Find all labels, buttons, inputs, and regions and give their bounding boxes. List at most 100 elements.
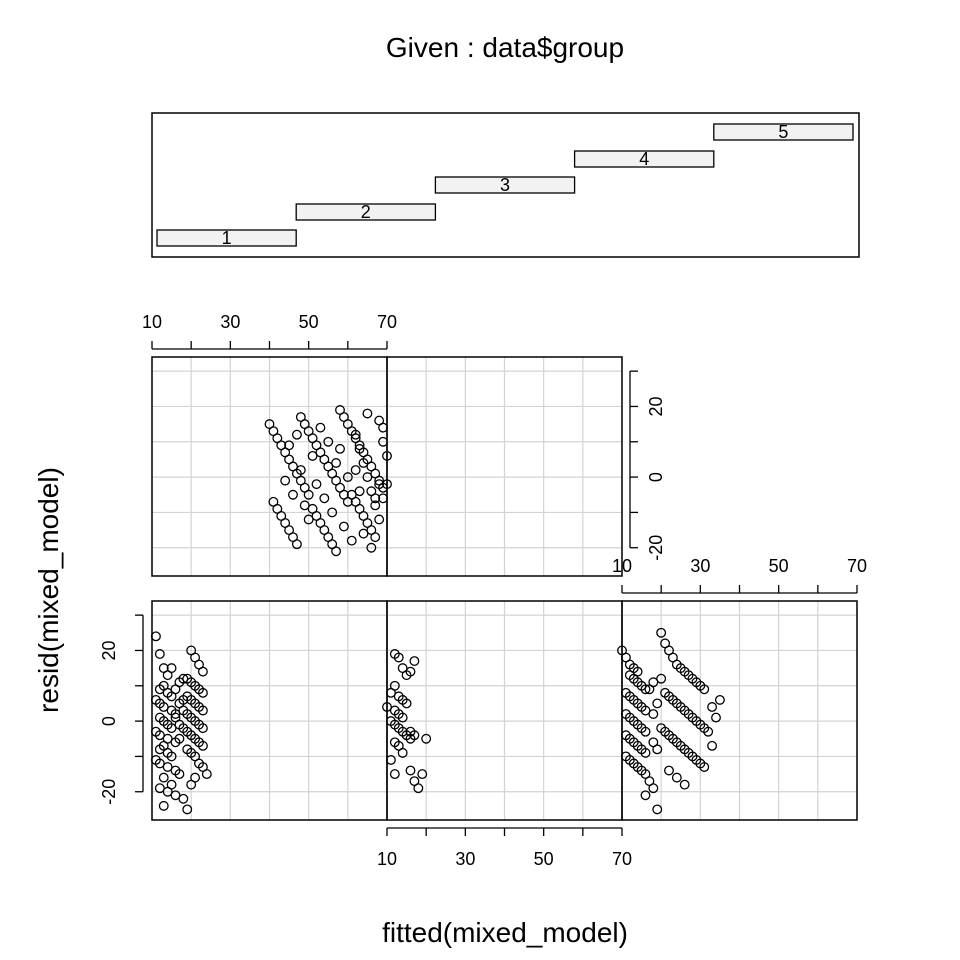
given-bar-3: [434, 176, 576, 194]
data-point: [699, 684, 710, 695]
data-point: [299, 500, 310, 511]
data-point: [362, 472, 373, 483]
data-point: [323, 436, 334, 447]
data-point: [197, 705, 208, 716]
data-point: [370, 493, 381, 504]
data-point: [413, 783, 424, 794]
data-point: [303, 514, 314, 525]
x-tick-label: 10: [612, 556, 632, 576]
data-point: [640, 684, 651, 695]
data-point: [421, 733, 432, 744]
x-tick-label: 30: [455, 849, 475, 869]
data-point: [393, 652, 404, 663]
data-point: [405, 666, 416, 677]
data-point: [648, 709, 659, 719]
given-bar-5: [713, 123, 854, 141]
data-point: [338, 521, 349, 532]
x-tick-label: 70: [377, 312, 397, 332]
data-point: [652, 804, 663, 815]
y-tick-label: 0: [99, 716, 119, 726]
data-point: [327, 507, 338, 518]
data-point: [707, 702, 718, 712]
given-bar-label-1: 1: [222, 228, 232, 248]
data-point: [166, 751, 177, 762]
y-tick-label: 0: [646, 472, 666, 482]
data-point: [158, 800, 169, 811]
x-tick-label: 50: [534, 849, 554, 869]
data-point: [374, 514, 385, 525]
data-point: [378, 422, 389, 433]
data-point: [158, 772, 169, 783]
data-point: [154, 649, 165, 659]
data-point: [711, 712, 721, 723]
panel-group-2: [382, 600, 623, 821]
chart-title: Given : data$group: [386, 32, 624, 63]
data-point: [648, 783, 659, 794]
data-point: [417, 769, 428, 780]
given-bar-label-3: 3: [500, 175, 510, 195]
data-point: [288, 489, 298, 500]
data-point: [656, 723, 667, 734]
data-point: [284, 440, 295, 451]
data-point: [319, 493, 330, 504]
data-point: [652, 698, 663, 709]
given-bar-1: [156, 229, 297, 247]
data-point: [370, 532, 381, 543]
data-point: [648, 677, 659, 688]
data-point: [182, 804, 193, 815]
y-axis-label: resid(mixed_model): [33, 467, 64, 713]
given-panel-frame: [151, 112, 860, 258]
data-point: [362, 408, 373, 419]
data-point: [703, 726, 714, 737]
data-point: [640, 726, 651, 737]
data-point: [671, 772, 682, 783]
data-point: [162, 786, 173, 797]
x-tick-label: 30: [220, 312, 240, 332]
data-point: [366, 542, 377, 553]
panels: [150, 356, 858, 821]
x-tick-label: 70: [847, 556, 867, 576]
data-point: [197, 666, 208, 677]
data-point: [154, 758, 165, 769]
x-tick-label: 10: [142, 312, 162, 332]
data-point: [315, 422, 326, 433]
data-point: [158, 702, 169, 712]
data-point: [707, 740, 718, 751]
data-point: [640, 747, 651, 758]
data-point: [162, 762, 173, 772]
panel-group-4: [386, 356, 623, 577]
given-bar-label-4: 4: [639, 149, 649, 169]
panel-frame: [621, 600, 858, 821]
data-point: [699, 762, 710, 772]
data-point: [656, 673, 667, 684]
data-point: [311, 479, 322, 490]
data-point: [350, 429, 361, 440]
data-point: [166, 663, 177, 674]
data-point: [174, 719, 185, 730]
x-tick-label: 50: [769, 556, 789, 576]
data-point: [178, 673, 189, 684]
data-point: [331, 546, 342, 557]
given-bar-4: [573, 150, 715, 168]
data-point: [358, 458, 369, 468]
data-point: [342, 472, 353, 483]
data-point: [303, 489, 314, 500]
panel-group-1: [150, 600, 388, 821]
data-point: [370, 500, 381, 511]
data-point: [178, 793, 189, 804]
data-point: [640, 705, 651, 716]
data-point: [150, 631, 161, 642]
given-bar-label-2: 2: [361, 202, 371, 222]
data-point: [291, 539, 302, 550]
data-point: [354, 443, 365, 454]
data-point: [401, 698, 412, 709]
y-tick-label: 20: [99, 640, 119, 660]
data-point: [405, 726, 416, 737]
x-tick-label: 30: [690, 556, 710, 576]
data-point: [679, 779, 690, 790]
data-point: [154, 783, 165, 794]
data-point: [358, 528, 369, 539]
x-tick-label: 70: [612, 849, 632, 869]
data-point: [405, 765, 416, 776]
data-point: [280, 475, 291, 486]
